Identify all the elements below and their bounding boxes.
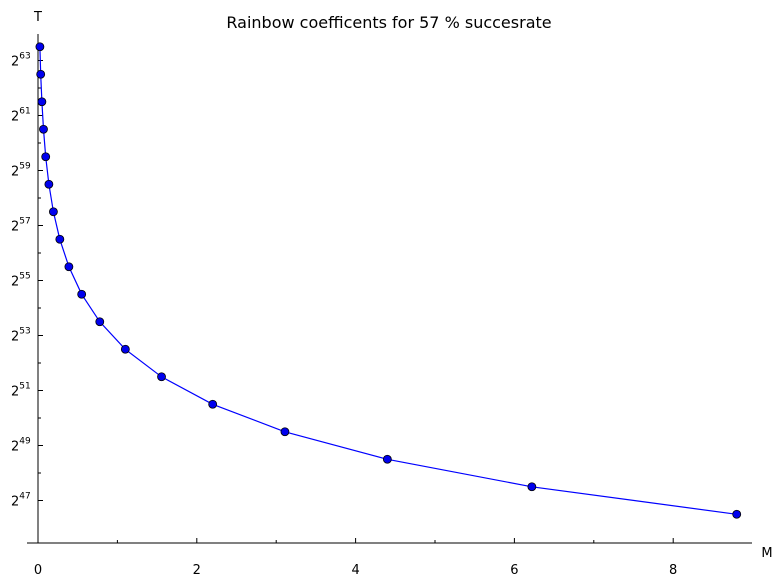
y-tick-label: 251 xyxy=(11,382,31,400)
y-tick-label: 263 xyxy=(11,52,31,70)
ticks: 0 2 4 6 8 247 249 251 253 255 257 259 261 263 xyxy=(11,52,677,579)
y-tick-label: 255 xyxy=(11,272,31,290)
data-point xyxy=(157,372,166,382)
data-point xyxy=(95,317,105,327)
series xyxy=(35,42,742,519)
y-tick-label: 253 xyxy=(11,327,31,345)
data-point xyxy=(208,399,218,409)
data-point xyxy=(44,179,54,189)
chart-title: Rainbow coefficents for 57 % succesrate xyxy=(226,13,551,32)
data-point xyxy=(382,454,392,464)
x-tick-label: 0 xyxy=(34,563,42,578)
x-tick-label: 2 xyxy=(193,563,201,578)
data-point xyxy=(36,69,46,79)
y-tick-label: 259 xyxy=(11,162,31,180)
y-tick-label: 247 xyxy=(11,492,31,510)
axes xyxy=(27,34,752,544)
data-point xyxy=(120,344,130,354)
y-axis-label: T xyxy=(33,10,42,25)
data-point xyxy=(49,207,58,217)
y-tick-label: 249 xyxy=(11,437,31,455)
y-tick-label: 257 xyxy=(11,217,31,235)
data-point xyxy=(732,509,742,519)
data-point xyxy=(55,234,65,244)
series-line xyxy=(39,46,737,515)
data-point xyxy=(41,152,51,162)
data-point xyxy=(35,42,45,52)
data-point xyxy=(39,124,48,134)
data-point xyxy=(37,97,47,107)
data-point xyxy=(280,427,290,437)
x-tick-label: 4 xyxy=(351,563,359,578)
data-point xyxy=(527,482,537,492)
data-point xyxy=(64,262,74,272)
data-point xyxy=(77,289,87,299)
x-tick-label: 6 xyxy=(510,563,518,578)
x-axis-label: M xyxy=(761,546,772,561)
y-tick-label: 261 xyxy=(11,107,31,125)
x-tick-label: 8 xyxy=(669,563,677,578)
